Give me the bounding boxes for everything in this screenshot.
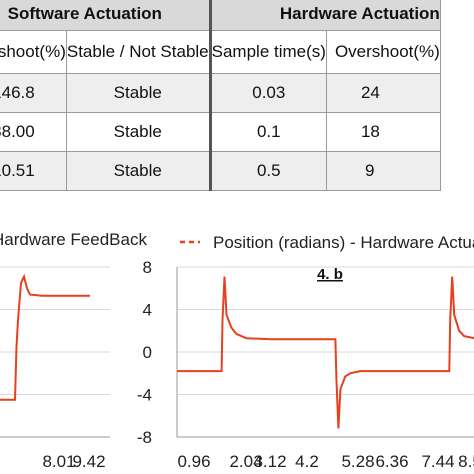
series-line-right: [177, 276, 474, 429]
table-cell: 24: [325, 73, 441, 113]
chart-left: Hardware FeedBack 8.019.42: [0, 230, 147, 471]
column-header-overshoot-hardware: Overshoot(%): [325, 30, 441, 74]
legend-label-right: Position (radians) - Hardware Actuation: [213, 233, 474, 252]
x-tick-label: 8.01: [42, 452, 75, 471]
results-table-region: Software Actuation Hardware Actuation Ov…: [0, 0, 474, 197]
column-header-stability: Stable / Not Stable: [65, 30, 212, 74]
x-tick-label: 9.42: [72, 452, 105, 471]
table-group-header-row: Software Actuation Hardware Actuation: [0, 0, 441, 31]
x-tick-label: 7.44: [421, 452, 454, 471]
table-cell: Stable: [65, 151, 212, 191]
x-tick-label: 3.12: [253, 452, 286, 471]
chart-right: Position (radians) - Hardware Actuation …: [137, 233, 474, 471]
legend-label-left: Hardware FeedBack: [0, 230, 147, 249]
y-tick-label: -4: [137, 386, 152, 405]
x-tick-label: 0.96: [177, 452, 210, 471]
x-tick-label: 4.2: [295, 452, 319, 471]
charts-area: Hardware FeedBack 8.019.42 Position (rad…: [0, 230, 474, 471]
x-tick-label: 5.28: [341, 452, 374, 471]
group-header-hardware: Hardware Actuation: [209, 0, 441, 31]
table-row: 146.8 Stable 0.03 24: [0, 73, 441, 113]
x-tick-label: 8.5: [458, 452, 474, 471]
table-row: 10.51 Stable 0.5 9: [0, 151, 441, 191]
y-tick-label: 4: [143, 301, 152, 320]
table-cell: 0.5: [209, 151, 327, 191]
table-cell: 146.8: [0, 73, 67, 113]
x-tick-label: 2.04: [229, 452, 262, 471]
results-table: Software Actuation Hardware Actuation Ov…: [0, 0, 441, 191]
table-cell: 38.00: [0, 112, 67, 152]
y-tick-label: 0: [143, 343, 152, 362]
table-cell: Stable: [65, 73, 212, 113]
column-header-overshoot-software: Overshoot(%): [0, 30, 67, 74]
table-cell: 10.51: [0, 151, 67, 191]
table-cell: 9: [325, 151, 441, 191]
group-header-software: Software Actuation: [0, 0, 212, 31]
table-column-header-row: Overshoot(%) Stable / Not Stable Sample …: [0, 30, 441, 74]
table-cell: 0.03: [209, 73, 327, 113]
y-tick-label: -8: [137, 428, 152, 447]
column-header-sample-time: Sample time(s): [209, 30, 327, 74]
series-line-left: [0, 273, 90, 401]
table-row: 38.00 Stable 0.1 18: [0, 112, 441, 152]
table-cell: Stable: [65, 112, 212, 152]
table-cell: 18: [325, 112, 441, 152]
y-tick-label: 8: [143, 258, 152, 277]
chart-title-right: 4. b: [317, 266, 343, 283]
x-tick-label: 6.36: [375, 452, 408, 471]
table-cell: 0.1: [209, 112, 327, 152]
